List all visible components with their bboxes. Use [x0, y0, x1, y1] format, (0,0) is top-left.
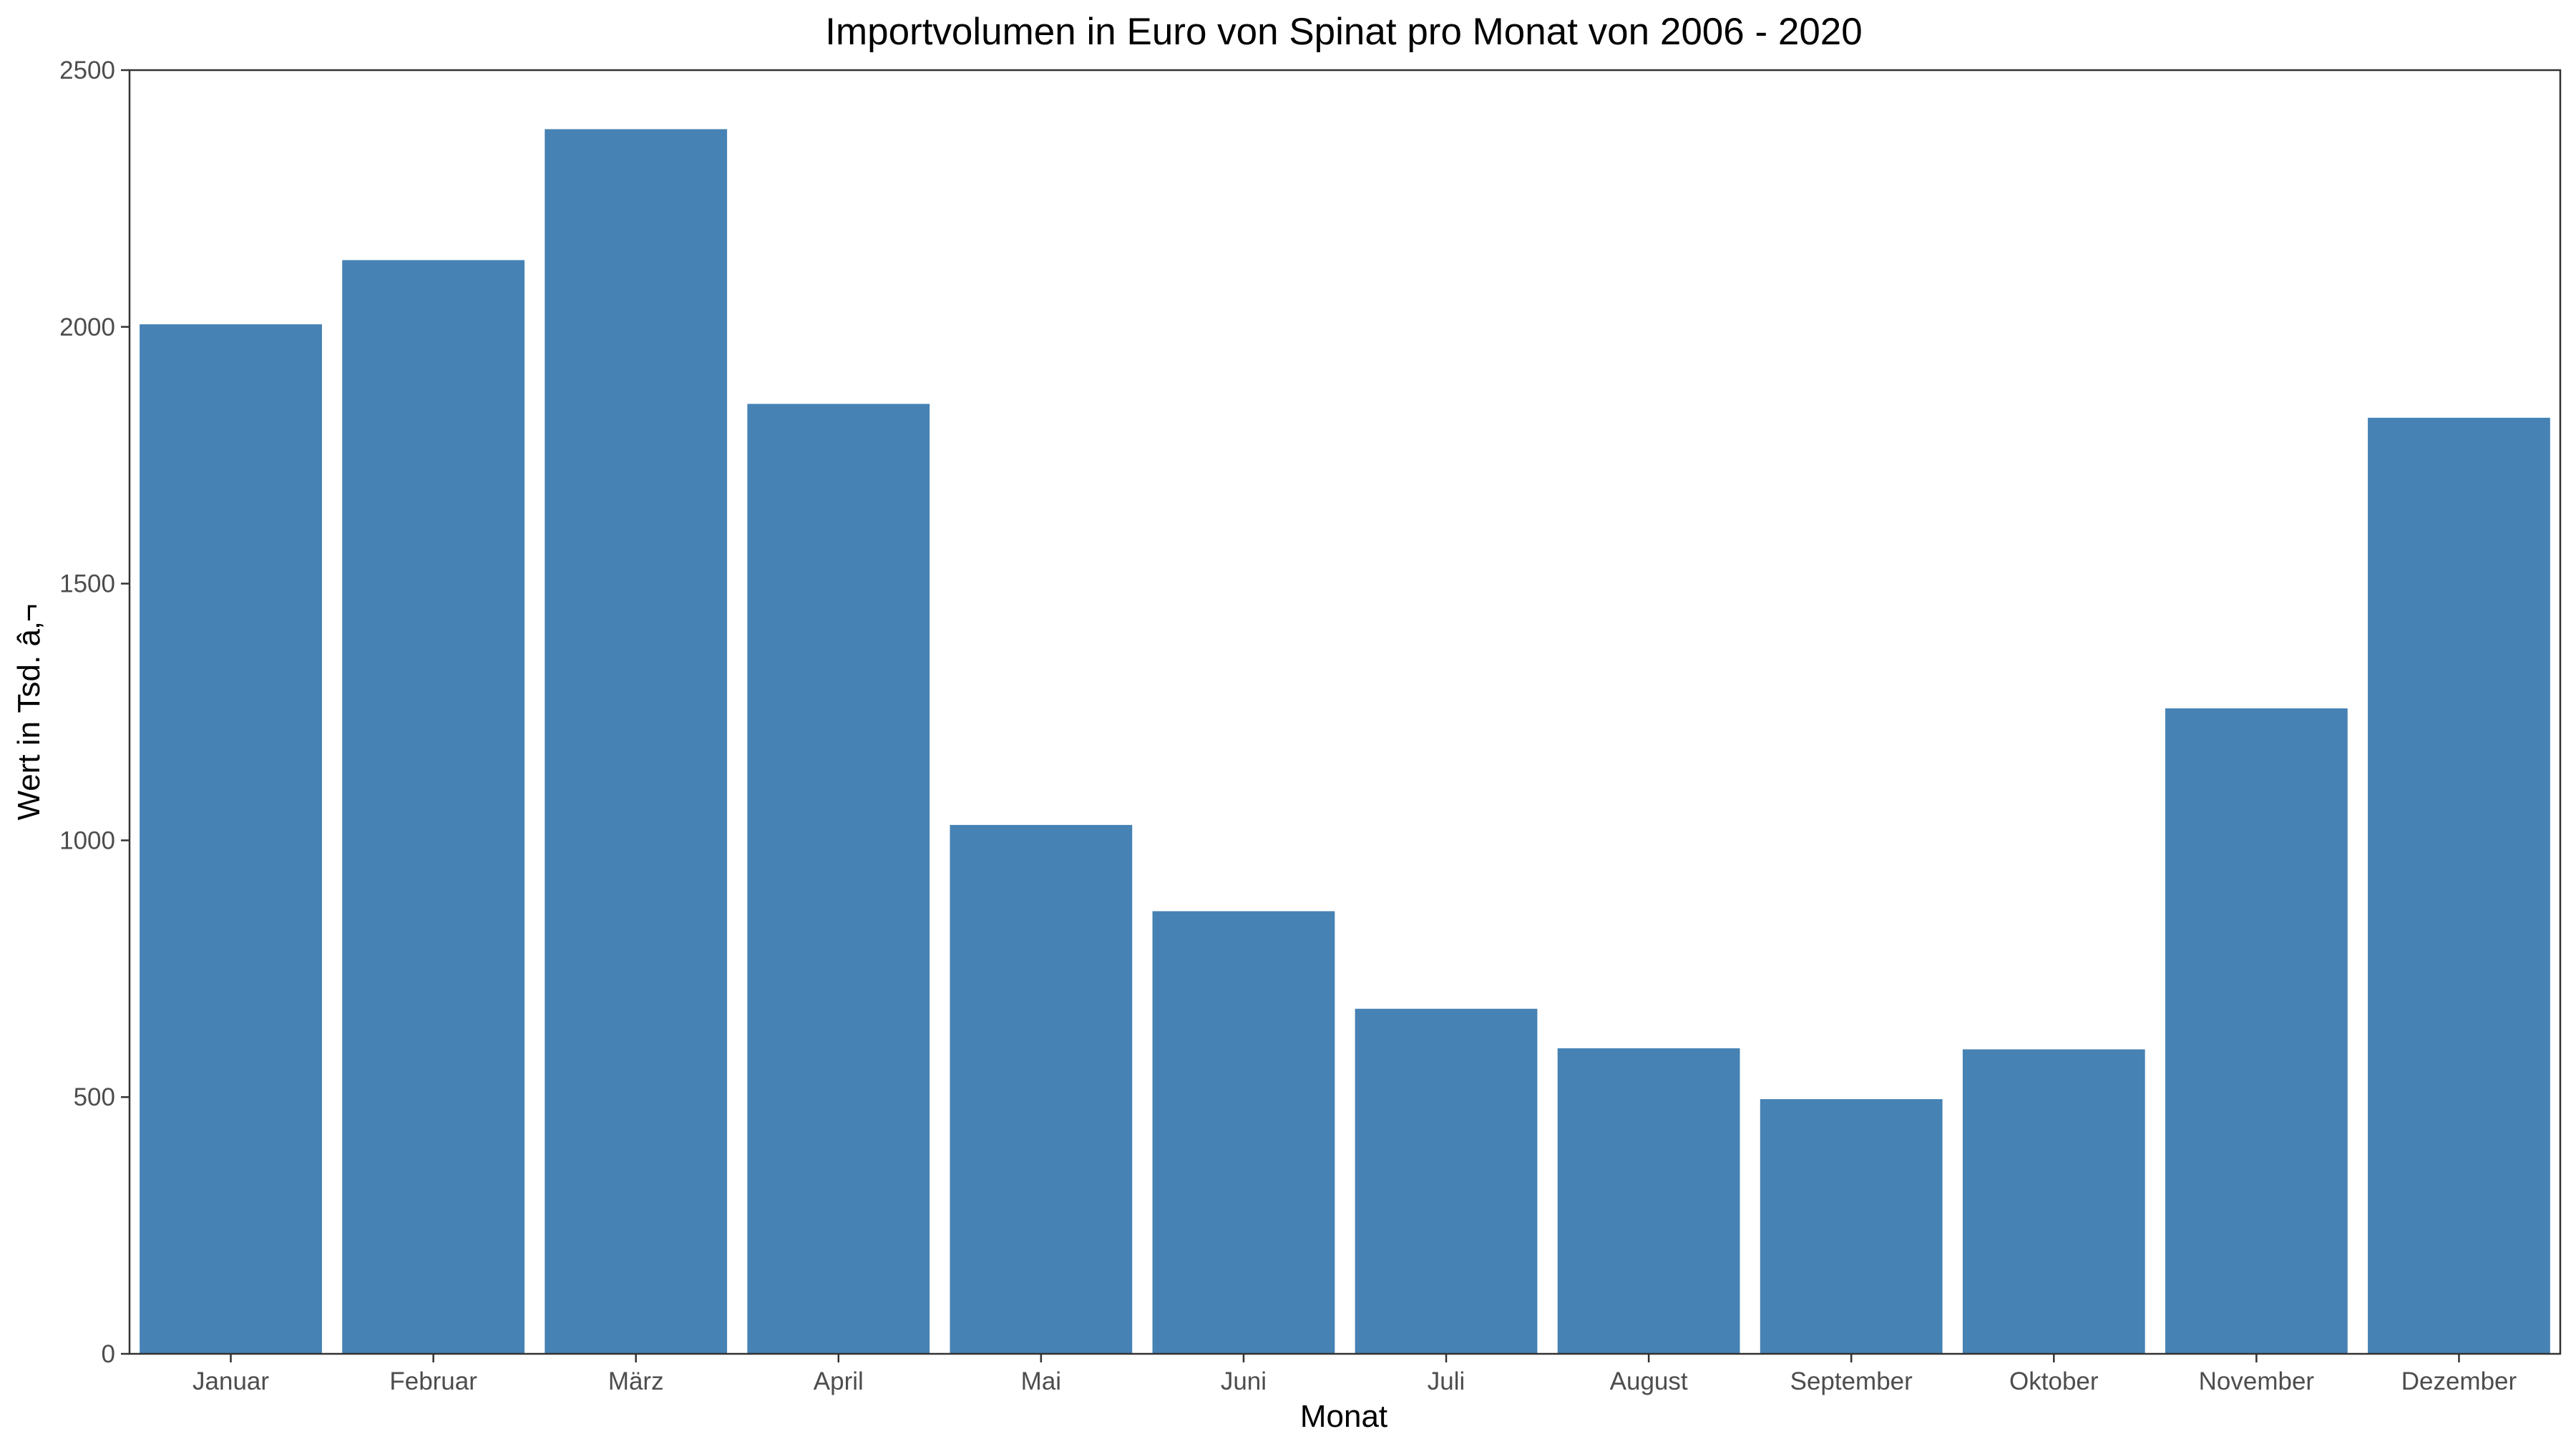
x-tick-label: November	[2199, 1367, 2315, 1395]
bar-april	[747, 404, 930, 1355]
bar-dezember	[2368, 417, 2550, 1354]
bar-januar	[140, 324, 322, 1354]
x-tick-label: Oktober	[2009, 1367, 2099, 1395]
x-tick-label: Januar	[192, 1367, 269, 1395]
y-tick-label: 500	[74, 1083, 115, 1111]
y-tick-label: 2500	[59, 57, 115, 84]
x-tick-label: Juli	[1428, 1367, 1465, 1395]
y-axis: 0 500 1000 1500 2000 2500	[59, 57, 130, 1368]
x-tick-label: Dezember	[2401, 1367, 2517, 1395]
bar-oktober	[1962, 1049, 2145, 1354]
bar-series	[140, 129, 2550, 1355]
bar-august	[1557, 1048, 1740, 1354]
y-tick-label: 0	[102, 1340, 115, 1368]
x-tick-label: August	[1610, 1367, 1688, 1395]
x-tick-label: September	[1790, 1367, 1913, 1395]
y-tick-label: 1500	[59, 570, 115, 598]
y-tick-label: 2000	[59, 313, 115, 341]
x-axis: Januar Februar März April Mai Juni Juli August S…	[192, 1354, 2517, 1395]
bar-juni	[1152, 911, 1335, 1354]
x-tick-label: Juni	[1221, 1367, 1267, 1395]
bar-februar	[342, 260, 525, 1355]
y-tick-label: 1000	[59, 826, 115, 854]
x-tick-label: März	[608, 1367, 664, 1395]
x-tick-label: Mai	[1021, 1367, 1061, 1395]
chart-title: Importvolumen in Euro von Spinat pro Mon…	[825, 11, 1863, 53]
bar-mai	[950, 824, 1133, 1354]
x-tick-label: April	[814, 1367, 864, 1395]
bar-juli	[1355, 1008, 1538, 1354]
x-tick-label: Februar	[389, 1367, 477, 1395]
bar-september	[1760, 1099, 1943, 1354]
bar-märz	[545, 129, 728, 1354]
y-axis-title: Wert in Tsd. â‚¬	[11, 604, 47, 821]
bar-november	[2165, 708, 2348, 1354]
plot-panel-border	[128, 69, 2562, 1355]
x-axis-title: Monat	[1300, 1399, 1387, 1434]
